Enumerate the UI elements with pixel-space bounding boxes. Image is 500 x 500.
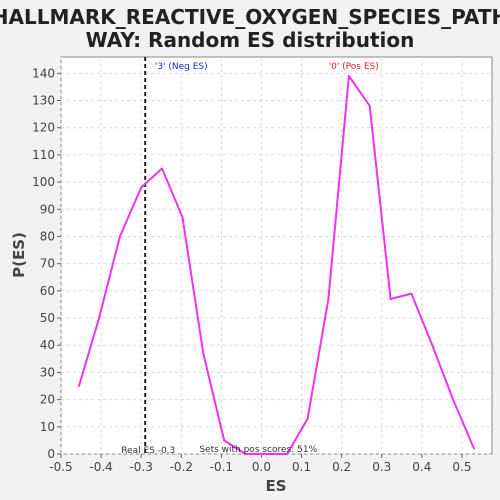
x-tick-label: 0.1 [292, 460, 311, 474]
data-point [265, 453, 268, 455]
series-layer [78, 75, 475, 455]
neg-es-label: '3' (Neg ES) [155, 62, 208, 72]
x-tick-label: 0.4 [412, 460, 431, 474]
y-axis-label: P(ES) [10, 232, 28, 278]
y-tick-label: 10 [40, 420, 55, 434]
data-point [98, 317, 101, 320]
x-tick-label: -0.1 [210, 460, 233, 474]
y-tick-label: 70 [40, 257, 55, 271]
y-tick-label: 80 [40, 229, 55, 243]
data-point [78, 385, 81, 388]
y-tick-label: 130 [32, 94, 55, 108]
data-point [118, 235, 121, 238]
data-point [410, 292, 413, 295]
data-point [202, 352, 205, 355]
y-tick-label: 40 [40, 338, 55, 352]
y-tick-label: 60 [40, 284, 55, 298]
chart-title-line-2: WAY: Random ES distribution [86, 28, 415, 52]
y-tick-label: 90 [40, 202, 55, 216]
data-point [368, 104, 371, 107]
data-point [286, 453, 289, 455]
x-tick-label: 0.3 [372, 460, 391, 474]
data-point [347, 75, 350, 78]
data-point [472, 447, 475, 450]
x-tick-label: -0.4 [89, 460, 112, 474]
data-point [306, 417, 309, 420]
y-tick-label: 20 [40, 393, 55, 407]
y-tick-label: 110 [32, 148, 55, 162]
pos-es-label: '0' (Pos ES) [329, 62, 379, 72]
data-point [244, 453, 247, 455]
pos-scores-label: Sets with pos scores: 51% [199, 445, 317, 455]
data-point [223, 439, 226, 442]
real-es-label: Real ES -0.3 [121, 446, 175, 456]
y-tick-label: 30 [40, 365, 55, 379]
data-point [452, 398, 455, 401]
x-tick-label: -0.2 [170, 460, 193, 474]
data-point [140, 186, 143, 189]
x-tick-label: 0.5 [452, 460, 471, 474]
y-tick-label: 120 [32, 121, 55, 135]
data-point [327, 298, 330, 301]
x-tick-label: -0.3 [129, 460, 152, 474]
chart-title-line-1: HALLMARK_REACTIVE_OXYGEN_SPECIES_PATH [0, 5, 500, 29]
data-point [181, 216, 184, 219]
x-tick-label: -0.5 [49, 460, 72, 474]
y-tick-label: 50 [40, 311, 55, 325]
x-axis-label: ES [265, 477, 286, 495]
data-point [389, 298, 392, 301]
y-tick-label: 0 [47, 447, 55, 461]
data-point [431, 344, 434, 347]
x-tick-label: 0.2 [332, 460, 351, 474]
axis-ticks: 0 10 20 30 40 50 60 70 80 90 100 110 120 130 140 -0.5 -0… [32, 66, 471, 474]
plot-area [60, 56, 493, 455]
y-tick-label: 100 [32, 175, 55, 189]
x-tick-label: 0.0 [252, 460, 271, 474]
data-point [161, 167, 164, 170]
grid-lines [60, 57, 492, 455]
y-tick-label: 140 [32, 66, 55, 80]
series-line [78, 75, 475, 455]
